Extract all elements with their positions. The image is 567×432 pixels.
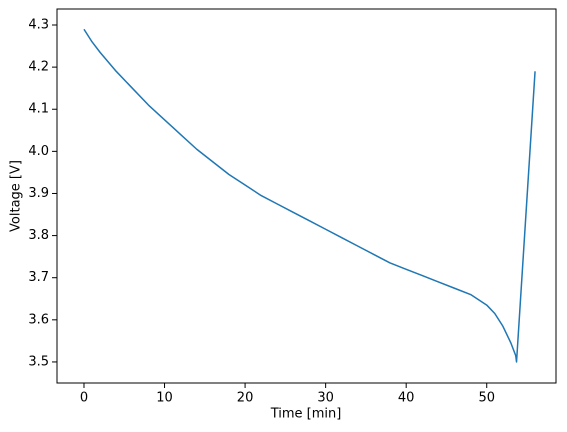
y-tick-label: 4.0 [28,144,49,159]
x-tick-label: 10 [156,391,173,406]
y-tick-label: 3.7 [28,270,49,285]
x-tick-label: 50 [478,391,495,406]
x-tick-label: 30 [317,391,334,406]
y-tick-label: 3.9 [28,186,49,201]
y-tick-label: 3.6 [28,312,49,327]
x-tick-label: 0 [80,391,88,406]
y-tick-label: 3.5 [28,354,49,369]
x-tick-label: 40 [398,391,415,406]
y-tick-label: 4.1 [28,102,49,117]
x-axis-label: Time [min] [270,407,342,422]
y-axis-label: Voltage [V] [9,160,24,232]
axes-frame [56,8,557,384]
y-tick-label: 4.3 [28,18,49,33]
x-tick-label: 20 [237,391,254,406]
y-tick-label: 4.2 [28,60,49,75]
y-tick-label: 3.8 [28,228,49,243]
data-line [83,28,536,363]
